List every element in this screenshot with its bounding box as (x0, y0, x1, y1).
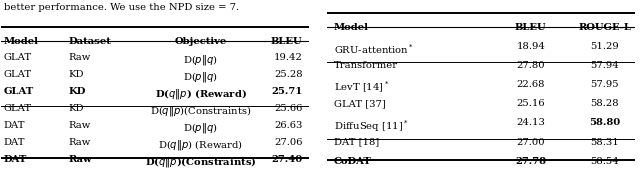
Text: 25.16: 25.16 (516, 99, 545, 108)
Text: 26.63: 26.63 (274, 121, 303, 130)
Text: D($q \| p$) (Reward): D($q \| p$) (Reward) (155, 87, 247, 101)
Text: 27.00: 27.00 (516, 138, 545, 147)
Text: DAT: DAT (4, 121, 25, 130)
Text: Raw: Raw (68, 53, 91, 62)
Text: LevT [14]$^*$: LevT [14]$^*$ (333, 80, 389, 95)
Text: ROUGE-L: ROUGE-L (578, 23, 631, 32)
Text: 27.78: 27.78 (515, 157, 546, 166)
Text: GLAT: GLAT (4, 53, 32, 62)
Text: KD: KD (68, 104, 84, 113)
Text: BLEU: BLEU (515, 23, 547, 32)
Text: Model: Model (4, 37, 39, 46)
Text: 27.06: 27.06 (274, 138, 303, 147)
Text: CoDAT: CoDAT (333, 157, 372, 166)
Text: 58.80: 58.80 (589, 118, 620, 128)
Text: DiffuSeq [11]$^*$: DiffuSeq [11]$^*$ (333, 118, 408, 134)
Text: Raw: Raw (68, 155, 92, 164)
Text: 27.40: 27.40 (271, 155, 303, 164)
Text: better performance. We use the NPD size = 7.: better performance. We use the NPD size … (4, 3, 239, 12)
Text: DAT: DAT (4, 138, 25, 147)
Text: 27.80: 27.80 (516, 61, 545, 70)
Text: 25.71: 25.71 (271, 87, 303, 96)
Text: D($q \| p$)(Constraints): D($q \| p$)(Constraints) (145, 155, 257, 169)
Text: GLAT: GLAT (4, 104, 32, 113)
Text: Raw: Raw (68, 138, 91, 147)
Text: Raw: Raw (68, 121, 91, 130)
Text: D($p \| q$): D($p \| q$) (184, 121, 218, 135)
Text: 58.54: 58.54 (590, 157, 619, 166)
Text: KD: KD (68, 87, 86, 96)
Text: D($p \| q$): D($p \| q$) (184, 70, 218, 84)
Text: GLAT [37]: GLAT [37] (333, 99, 385, 108)
Text: 19.42: 19.42 (273, 53, 303, 62)
Text: 58.28: 58.28 (590, 99, 619, 108)
Text: 51.29: 51.29 (590, 42, 619, 51)
Text: Transformer: Transformer (333, 61, 398, 70)
Text: BLEU: BLEU (271, 37, 303, 46)
Text: KD: KD (68, 70, 84, 79)
Text: Model: Model (333, 23, 369, 32)
Text: GRU-attention$^*$: GRU-attention$^*$ (333, 42, 413, 56)
Text: D($q \| p$)(Constraints): D($q \| p$)(Constraints) (150, 104, 252, 118)
Text: 25.28: 25.28 (274, 70, 303, 79)
Text: Dataset: Dataset (68, 37, 111, 46)
Text: DAT [18]: DAT [18] (333, 138, 379, 147)
Text: 57.94: 57.94 (590, 61, 619, 70)
Text: D($q \| p$) (Reward): D($q \| p$) (Reward) (158, 138, 243, 152)
Text: Objective: Objective (175, 37, 227, 46)
Text: D($p \| q$): D($p \| q$) (184, 53, 218, 67)
Text: 57.95: 57.95 (590, 80, 619, 89)
Text: 58.31: 58.31 (590, 138, 619, 147)
Text: 22.68: 22.68 (516, 80, 545, 89)
Text: 18.94: 18.94 (516, 42, 545, 51)
Text: DAT: DAT (4, 155, 27, 164)
Text: GLAT: GLAT (4, 70, 32, 79)
Text: GLAT: GLAT (4, 87, 34, 96)
Text: 24.13: 24.13 (516, 118, 545, 128)
Text: 25.66: 25.66 (274, 104, 303, 113)
